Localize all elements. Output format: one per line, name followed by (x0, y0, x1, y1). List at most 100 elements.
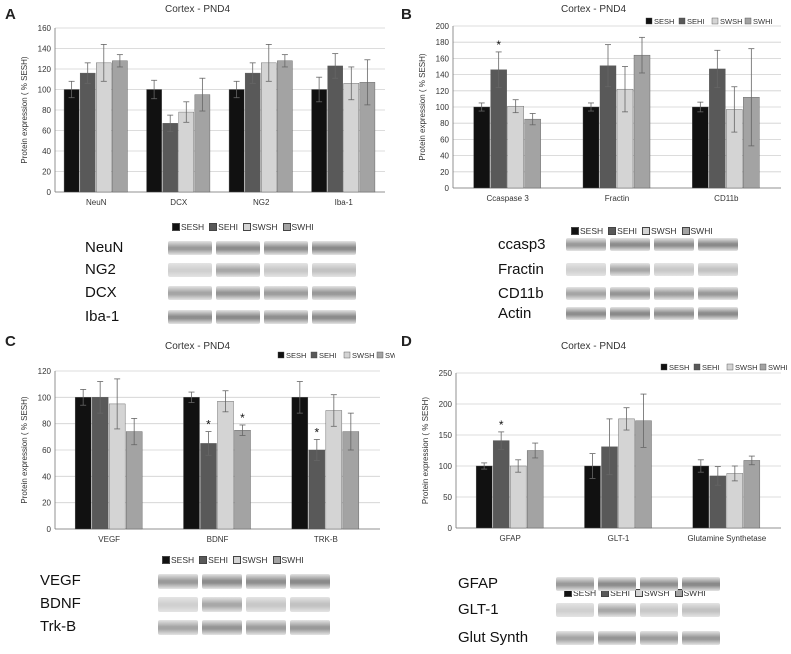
blot-legend-item: SESH (162, 555, 194, 565)
western-blot-band (610, 307, 650, 320)
y-axis-label: Protein expression ( % SESH) (418, 53, 427, 160)
western-blot-band (312, 310, 356, 324)
legend-label: SWSH (352, 351, 375, 360)
western-blot-band (698, 307, 738, 320)
blot-legend-label: SEHI (208, 555, 228, 565)
y-tick-label: 160 (436, 54, 450, 63)
western-blot-band (640, 577, 678, 591)
bar-swsh-dcx (178, 111, 195, 193)
bar-chart: 0 20 40 60 80 100 120 140 160 180 200 Protein expre… (418, 17, 781, 203)
y-tick-label: 0 (445, 184, 450, 193)
western-blot-band (216, 241, 260, 255)
significance-star: * (314, 425, 319, 439)
bar-sesh-dcx (146, 89, 162, 193)
western-blot-band (246, 574, 286, 589)
blot-legend: SESH SEHI SWSH SWHI (571, 226, 713, 236)
y-tick-label: 100 (38, 86, 52, 95)
western-blot-band (168, 286, 212, 300)
western-blot-band (654, 307, 694, 320)
y-tick-label: 20 (42, 499, 51, 508)
western-blot-band (598, 603, 636, 617)
y-tick-label: 60 (440, 135, 449, 144)
western-blot-band (640, 603, 678, 617)
x-category-label: GLT-1 (608, 534, 630, 543)
western-blot-band (158, 597, 198, 612)
panel-a: A Cortex - PND4 0 20 40 60 80 100 120 140 160 Pro… (0, 0, 395, 327)
blot-legend-label: SWSH (242, 555, 268, 565)
blot-label: Actin (498, 305, 532, 322)
bar-chart: 0 50 100 150 200 250 Protein expression ( % SE… (421, 363, 788, 543)
legend-label: SESH (286, 351, 306, 360)
western-blot-band (312, 241, 356, 255)
significance-star: * (499, 418, 504, 432)
western-blot-band (610, 238, 650, 251)
bar-swhi-gfap (526, 450, 544, 529)
bar-swsh-bdnf (217, 401, 234, 530)
y-axis-label: Protein expression ( % SESH) (421, 397, 430, 504)
western-blot-band (216, 263, 260, 277)
bar-swhi-bdnf (234, 430, 251, 530)
blot-legend-swatch (209, 223, 218, 231)
blot-label: DCX (85, 284, 117, 301)
bar-swhi-neun (112, 60, 128, 193)
western-blot-band (216, 286, 260, 300)
blot-label: NeuN (85, 239, 124, 256)
blot-legend-item: SESH (571, 226, 603, 236)
legend-label: SWHI (768, 363, 788, 372)
x-category-label: VEGF (98, 535, 120, 544)
y-tick-label: 20 (42, 168, 51, 177)
blot-legend-item: SEHI (199, 555, 228, 565)
western-blot-band (168, 263, 212, 277)
y-tick-label: 120 (38, 65, 52, 74)
bar-sesh-bdnf (183, 397, 200, 530)
y-tick-label: 60 (42, 127, 51, 136)
blot-legend-swatch (674, 589, 683, 597)
western-blot-band (290, 574, 330, 589)
western-blot-band (566, 263, 606, 276)
western-blot-band (610, 287, 650, 300)
legend-label: SWHI (385, 351, 395, 360)
legend-swatch (310, 351, 318, 359)
bar-sesh-trk-b (291, 397, 309, 530)
blot-legend-swatch (681, 227, 690, 235)
legend-label: SESH (654, 17, 674, 26)
bar-swhi-fractin (633, 54, 651, 189)
legend-swatch (660, 363, 668, 371)
legend-label: SWHI (753, 17, 773, 26)
bar-sehi-dcx (162, 123, 178, 193)
y-tick-label: 40 (440, 152, 449, 161)
blot-legend-label: SESH (573, 588, 597, 598)
panel-letter: B (401, 6, 412, 23)
blot-legend-label: SWSH (651, 226, 677, 236)
bar-sehi-vegf (91, 397, 109, 530)
western-blot-band (566, 287, 606, 300)
y-tick-label: 40 (42, 472, 51, 481)
y-axis-label: Protein expression ( % SESH) (20, 396, 29, 503)
y-tick-label: 0 (448, 524, 453, 533)
y-tick-label: 120 (38, 367, 52, 376)
blot-legend-swatch (233, 556, 241, 564)
blot-legend-item: SWSH (243, 222, 278, 232)
western-blot-band (312, 263, 356, 277)
western-blot-band (640, 631, 678, 645)
western-blot-band (202, 620, 242, 635)
legend-label: SWSH (720, 17, 743, 26)
y-tick-label: 50 (443, 493, 452, 502)
blot-legend-label: SWSH (252, 222, 278, 232)
legend-label: SESH (669, 363, 689, 372)
blot-legend-swatch (282, 223, 291, 231)
bar-sehi-bdnf (200, 443, 217, 530)
western-blot-band (290, 597, 330, 612)
bar-chart: 0 20 40 60 80 100 120 Protein expression ( % SE… (20, 351, 395, 544)
x-category-label: DCX (170, 198, 188, 207)
bar-sesh-ng2 (228, 89, 245, 193)
blot-legend-label: SWHI (291, 222, 314, 232)
western-blot-band (246, 620, 286, 635)
blot-legend-label: SEHI (617, 226, 637, 236)
legend-swatch (343, 351, 351, 359)
y-tick-label: 100 (439, 462, 453, 471)
blot-label: ccasp3 (498, 236, 546, 253)
blot-label: VEGF (40, 572, 81, 589)
bar-sehi-trk-b (308, 449, 326, 530)
western-blot-band (566, 307, 606, 320)
